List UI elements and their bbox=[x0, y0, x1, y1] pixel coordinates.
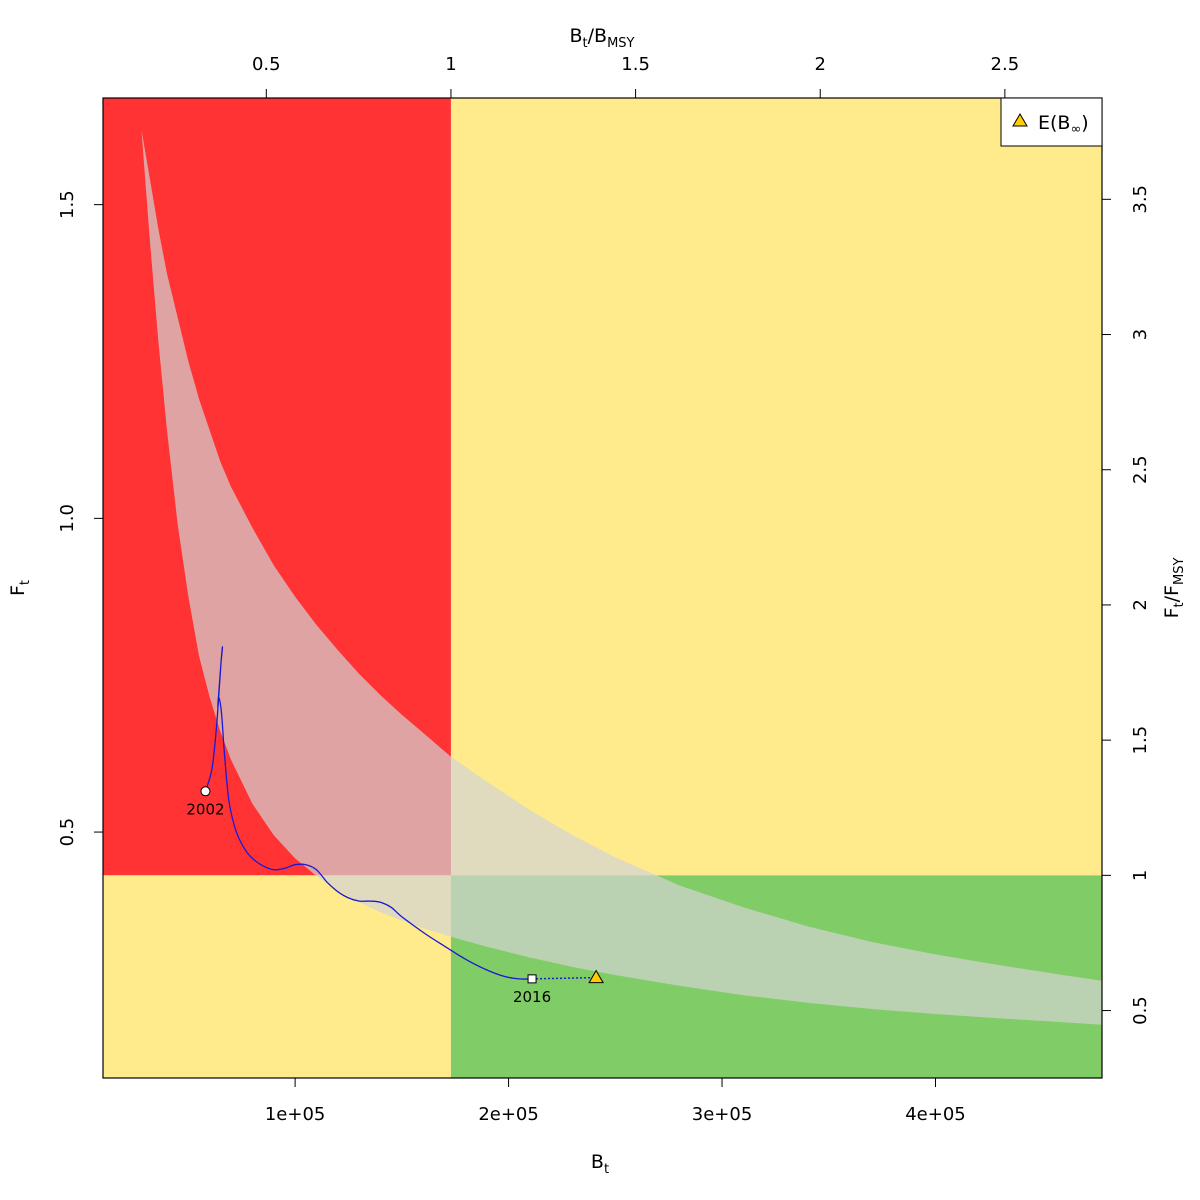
start-point-label: 2002 bbox=[186, 800, 224, 818]
x-tick-label: 2e+05 bbox=[478, 1104, 539, 1125]
y-tick-label: 0.5 bbox=[57, 818, 78, 847]
y-tick-label: 1.0 bbox=[57, 504, 78, 533]
x-tick-label: 3e+05 bbox=[692, 1104, 753, 1125]
projection-line bbox=[532, 976, 597, 980]
top-axis-title: Bt/BMSY bbox=[569, 25, 634, 51]
top-tick-label: 0.5 bbox=[252, 54, 281, 75]
y-tick-label: 1.5 bbox=[57, 190, 78, 219]
end-point-label: 2016 bbox=[513, 988, 551, 1006]
axes: 1e+05 2e+05 3e+05 4e+05 0.5 1.0 1.5 0.5 1 1.5 2 2.5… bbox=[57, 54, 1151, 1125]
right-tick-label: 2 bbox=[1130, 599, 1151, 610]
start-point-marker bbox=[200, 786, 211, 797]
equilibrium-band bbox=[141, 129, 1102, 1025]
zone-overfishing bbox=[450, 98, 1102, 876]
x-tick-label: 1e+05 bbox=[265, 1104, 326, 1125]
legend: E(B∞) bbox=[1000, 97, 1103, 147]
equilibrium-marker bbox=[588, 969, 604, 984]
trajectory-points: 2002 2016 bbox=[186, 786, 604, 1006]
trajectory-line-0 bbox=[204, 646, 533, 980]
x-axis-title: Bt bbox=[591, 1151, 609, 1177]
right-tick-label: 0.5 bbox=[1130, 996, 1151, 1025]
legend-triangle-icon bbox=[1012, 113, 1028, 127]
top-tick-label: 2 bbox=[815, 54, 826, 75]
right-axis-title: Ft/FMSY bbox=[1161, 558, 1187, 619]
right-tick-label: 3 bbox=[1130, 329, 1151, 340]
trajectory bbox=[204, 646, 597, 980]
x-tick-label: 4e+05 bbox=[905, 1104, 966, 1125]
plot-frame bbox=[102, 97, 1103, 1079]
end-point-marker bbox=[527, 974, 537, 984]
top-tick-label: 2.5 bbox=[991, 54, 1020, 75]
right-tick-label: 1 bbox=[1130, 870, 1151, 881]
equilibrium-band-area bbox=[141, 129, 1102, 1025]
top-tick-label: 1.5 bbox=[621, 54, 650, 75]
right-tick-label: 3.5 bbox=[1130, 185, 1151, 214]
top-tick-label: 1 bbox=[445, 54, 456, 75]
status-zones bbox=[103, 98, 1102, 1078]
y-axis-title: Ft bbox=[7, 580, 33, 596]
right-tick-label: 2.5 bbox=[1130, 455, 1151, 484]
right-tick-label: 1.5 bbox=[1130, 726, 1151, 755]
legend-label: E(B∞) bbox=[1038, 112, 1089, 137]
